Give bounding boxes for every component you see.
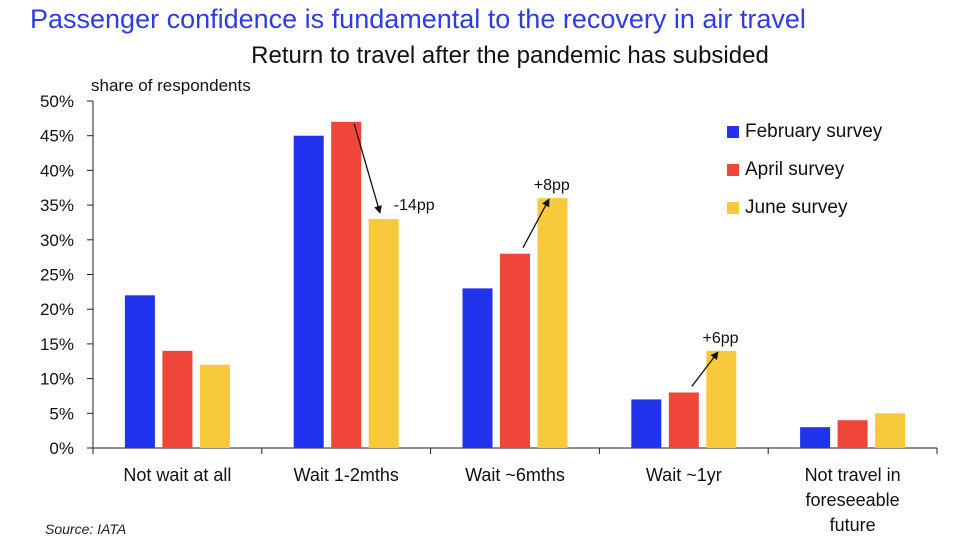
x-tick-label: Not travel in foreseeable future bbox=[805, 465, 901, 535]
y-tick-label: 30% bbox=[40, 231, 74, 250]
bar bbox=[875, 413, 906, 448]
x-tick-label: Wait ~6mths bbox=[465, 465, 565, 485]
bar bbox=[368, 218, 399, 448]
y-tick-label: 40% bbox=[40, 161, 74, 180]
annotation-label: +6pp bbox=[703, 330, 739, 347]
legend-swatch bbox=[727, 126, 739, 138]
annotation-label: +8pp bbox=[534, 177, 570, 194]
annotation-label: -14pp bbox=[394, 197, 435, 214]
legend-item: June survey bbox=[727, 189, 882, 227]
y-tick-label: 35% bbox=[40, 196, 74, 215]
y-tick-label: 20% bbox=[40, 300, 74, 319]
annotations: -14pp +8pp +6pp bbox=[353, 123, 739, 387]
bar bbox=[199, 364, 230, 448]
annotation-arrow bbox=[691, 351, 719, 387]
x-tick-label: Wait ~1yr bbox=[646, 465, 722, 485]
annotation-arrow bbox=[522, 198, 550, 248]
legend-label: June survey bbox=[745, 197, 848, 218]
y-tick-label: 45% bbox=[40, 127, 74, 146]
source-note: Source: IATA bbox=[45, 521, 127, 537]
annotation-arrow bbox=[353, 123, 382, 214]
legend-item: February survey bbox=[727, 113, 882, 151]
bar bbox=[837, 420, 868, 448]
y-tick-label: 15% bbox=[40, 335, 74, 354]
headline: Passenger confidence is fundamental to t… bbox=[30, 4, 806, 34]
bar bbox=[668, 392, 699, 448]
bar bbox=[800, 427, 831, 448]
y-axis-label: share of respondents bbox=[91, 76, 251, 95]
y-tick-label: 25% bbox=[40, 266, 74, 285]
bar bbox=[500, 253, 530, 448]
bar bbox=[706, 350, 737, 448]
bar bbox=[124, 295, 155, 448]
bar bbox=[331, 121, 362, 448]
legend-item: April survey bbox=[727, 151, 882, 189]
bar bbox=[462, 288, 493, 448]
legend-swatch bbox=[727, 164, 739, 176]
legend-swatch bbox=[727, 202, 739, 214]
legend-label: February survey bbox=[745, 121, 883, 142]
bar bbox=[162, 350, 193, 448]
legend-label: April survey bbox=[745, 159, 845, 180]
x-tick-label: Wait 1-2mths bbox=[294, 465, 399, 485]
y-tick-label: 0% bbox=[49, 439, 74, 458]
chart-title: Return to travel after the pandemic has … bbox=[251, 42, 769, 69]
x-axis: Not wait at all Wait 1-2mths Wait ~6mths Wa… bbox=[92, 447, 938, 535]
bar bbox=[631, 399, 662, 448]
bar bbox=[293, 135, 324, 448]
y-axis: 0% 5% 10% 15% 20% 25% 30% 35% 40% 45% 50% bbox=[40, 92, 94, 458]
bars bbox=[124, 121, 906, 448]
y-tick-label: 10% bbox=[40, 370, 74, 389]
bar bbox=[537, 198, 568, 448]
legend: February survey April survey June survey bbox=[727, 113, 882, 227]
y-tick-label: 50% bbox=[40, 92, 74, 111]
x-tick-label: Not wait at all bbox=[123, 465, 231, 485]
y-tick-label: 5% bbox=[49, 404, 74, 423]
